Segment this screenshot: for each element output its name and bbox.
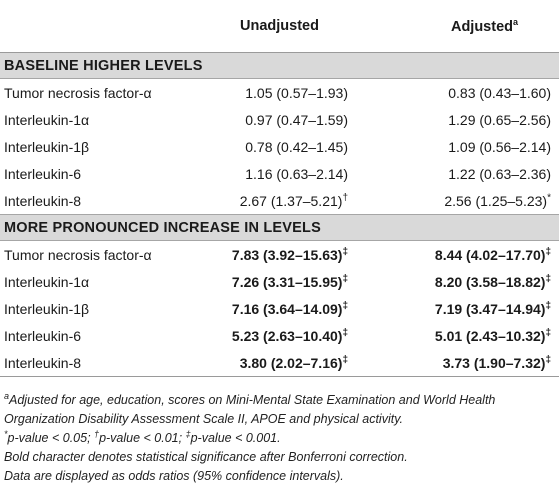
unadjusted-significance-marker: ‡ xyxy=(342,326,348,338)
header-blank-cell xyxy=(0,0,187,53)
table-row: Interleukin-1β 7.16 (3.64–14.09)‡ 7.19 (3.… xyxy=(0,295,559,322)
unadjusted-significance-marker: ‡ xyxy=(342,272,348,284)
footnote-a-marker: a xyxy=(4,390,10,401)
adjusted-value: 3.73 (1.90–7.32) xyxy=(442,354,546,371)
adjusted-value: 1.22 (0.63–2.36) xyxy=(448,165,551,182)
cell-unadjusted: 2.67 (1.37–5.21)† xyxy=(187,187,372,215)
cell-adjusted: 1.09 (0.56–2.14) xyxy=(372,133,559,160)
header-adjusted: Adjusteda xyxy=(372,0,559,53)
footnote-p3-text: p-value < 0.001. xyxy=(190,431,281,445)
cell-adjusted: 3.73 (1.90–7.32)‡ xyxy=(372,349,559,377)
row-label: Interleukin-1β xyxy=(4,138,90,155)
unadjusted-value: 2.67 (1.37–5.21) xyxy=(239,192,343,209)
footnote-data-note: Data are displayed as odds ratios (95% c… xyxy=(4,469,344,483)
adjusted-significance-marker: * xyxy=(547,191,551,203)
section-header-row: BASELINE HIGHER LEVELS xyxy=(0,52,559,79)
unadjusted-significance-marker: ‡ xyxy=(342,299,348,311)
unadjusted-significance-marker: ‡ xyxy=(342,245,348,257)
table-row: Tumor necrosis factor-α 7.83 (3.92–15.63)… xyxy=(0,241,559,269)
table-row: Interleukin-6 1.16 (0.63–2.14) 1.22 (0.63–… xyxy=(0,160,559,187)
unadjusted-significance-marker: † xyxy=(342,191,348,203)
unadjusted-value: 7.26 (3.31–15.95) xyxy=(231,273,343,290)
row-label: Interleukin-1α xyxy=(4,111,90,128)
header-row: Unadjusted Adjusteda xyxy=(0,0,559,53)
section-title: MORE PRONOUNCED INCREASE IN LEVELS xyxy=(0,214,559,241)
row-label: Interleukin-8 xyxy=(4,192,82,209)
odds-ratio-table: Unadjusted Adjusteda BASELINE HIGHER LEV… xyxy=(0,0,559,377)
cell-adjusted: 0.83 (0.43–1.60) xyxy=(372,79,559,107)
row-label: Interleukin-1α xyxy=(4,273,90,290)
unadjusted-value: 1.16 (0.63–2.14) xyxy=(245,165,348,182)
adjusted-value: 8.44 (4.02–17.70) xyxy=(434,246,546,263)
cell-adjusted: 5.01 (2.43–10.32)‡ xyxy=(372,322,559,349)
adjusted-value: 2.56 (1.25–5.23) xyxy=(444,192,548,209)
unadjusted-value: 0.97 (0.47–1.59) xyxy=(245,111,348,128)
unadjusted-value: 7.16 (3.64–14.09) xyxy=(231,300,343,317)
row-label: Tumor necrosis factor-α xyxy=(4,246,152,263)
footnote-p2-marker: † xyxy=(94,428,100,439)
unadjusted-value: 5.23 (2.63–10.40) xyxy=(231,327,343,344)
unadjusted-value: 7.83 (3.92–15.63) xyxy=(231,246,343,263)
cell-unadjusted: 3.80 (2.02–7.16)‡ xyxy=(187,349,372,377)
footnote-p-values: *p-value < 0.05; †p-value < 0.01; ‡p-val… xyxy=(4,429,554,448)
table-footnotes: aAdjusted for age, education, scores on … xyxy=(4,391,554,486)
results-table-container: Unadjusted Adjusteda BASELINE HIGHER LEV… xyxy=(0,0,559,377)
table-row: Interleukin-8 3.80 (2.02–7.16)‡ 3.73 (1.90… xyxy=(0,349,559,377)
footnote-p3-marker: ‡ xyxy=(185,428,191,439)
cell-adjusted: 2.56 (1.25–5.23)* xyxy=(372,187,559,215)
table-row: Interleukin-1α 0.97 (0.47–1.59) 1.29 (0.65… xyxy=(0,106,559,133)
cell-unadjusted: 0.78 (0.42–1.45) xyxy=(187,133,372,160)
row-label: Interleukin-6 xyxy=(4,165,82,182)
table-row: Tumor necrosis factor-α 1.05 (0.57–1.93) 0… xyxy=(0,79,559,107)
row-label: Interleukin-8 xyxy=(0,349,187,377)
footnote-p1-text: p-value < 0.05; xyxy=(7,431,95,445)
cell-unadjusted: 7.16 (3.64–14.09)‡ xyxy=(187,295,372,322)
table-header: Unadjusted Adjusteda xyxy=(0,0,559,53)
cell-adjusted: 8.20 (3.58–18.82)‡ xyxy=(372,268,559,295)
header-adjusted-label: Adjusted xyxy=(450,18,513,35)
adjusted-value: 1.09 (0.56–2.14) xyxy=(448,138,551,155)
unadjusted-value: 0.78 (0.42–1.45) xyxy=(245,138,348,155)
adjusted-value: 5.01 (2.43–10.32) xyxy=(434,327,546,344)
footnote-a-text: Adjusted for age, education, scores on M… xyxy=(4,393,496,426)
row-label: Interleukin-6 xyxy=(4,327,82,344)
footnote-p2-text: p-value < 0.01; xyxy=(99,431,186,445)
adjusted-value: 0.83 (0.43–1.60) xyxy=(448,84,551,101)
cell-unadjusted: 0.97 (0.47–1.59) xyxy=(187,106,372,133)
table-row: Interleukin-8 2.67 (1.37–5.21)† 2.56 (1.25… xyxy=(0,187,559,215)
row-label: Interleukin-1β xyxy=(4,300,90,317)
footnote-adjustment: aAdjusted for age, education, scores on … xyxy=(4,391,554,429)
footnote-p1-marker: * xyxy=(4,428,8,439)
cell-unadjusted: 7.83 (3.92–15.63)‡ xyxy=(187,241,372,269)
adjusted-significance-marker: ‡ xyxy=(545,353,551,365)
unadjusted-significance-marker: ‡ xyxy=(342,353,348,365)
section-header-row: MORE PRONOUNCED INCREASE IN LEVELS xyxy=(0,214,559,241)
adjusted-significance-marker: ‡ xyxy=(545,326,551,338)
cell-adjusted: 1.22 (0.63–2.36) xyxy=(372,160,559,187)
unadjusted-value: 3.80 (2.02–7.16) xyxy=(239,354,343,371)
table-row: Interleukin-1β 0.78 (0.42–1.45) 1.09 (0.56… xyxy=(0,133,559,160)
cell-unadjusted: 7.26 (3.31–15.95)‡ xyxy=(187,268,372,295)
adjusted-value: 7.19 (3.47–14.94) xyxy=(434,300,546,317)
adjusted-value: 1.29 (0.65–2.56) xyxy=(448,111,551,128)
cell-unadjusted: 1.16 (0.63–2.14) xyxy=(187,160,372,187)
adjusted-significance-marker: ‡ xyxy=(545,245,551,257)
cell-unadjusted: 5.23 (2.63–10.40)‡ xyxy=(187,322,372,349)
table-body: BASELINE HIGHER LEVELS Tumor necrosis fac… xyxy=(0,52,559,377)
cell-adjusted: 1.29 (0.65–2.56) xyxy=(372,106,559,133)
adjusted-significance-marker: ‡ xyxy=(545,272,551,284)
adjusted-significance-marker: ‡ xyxy=(545,299,551,311)
cell-unadjusted: 1.05 (0.57–1.93) xyxy=(187,79,372,107)
adjusted-value: 8.20 (3.58–18.82) xyxy=(434,273,546,290)
table-row: Interleukin-1α 7.26 (3.31–15.95)‡ 8.20 (3.… xyxy=(0,268,559,295)
header-unadjusted: Unadjusted xyxy=(187,0,372,53)
footnote-bold-note: Bold character denotes statistical signi… xyxy=(4,450,408,464)
cell-adjusted: 8.44 (4.02–17.70)‡ xyxy=(372,241,559,269)
header-adjusted-footnote-marker: a xyxy=(513,17,519,28)
cell-adjusted: 7.19 (3.47–14.94)‡ xyxy=(372,295,559,322)
section-title: BASELINE HIGHER LEVELS xyxy=(0,52,559,79)
row-label: Tumor necrosis factor-α xyxy=(4,84,152,101)
table-row: Interleukin-6 5.23 (2.63–10.40)‡ 5.01 (2.4… xyxy=(0,322,559,349)
unadjusted-value: 1.05 (0.57–1.93) xyxy=(245,84,348,101)
